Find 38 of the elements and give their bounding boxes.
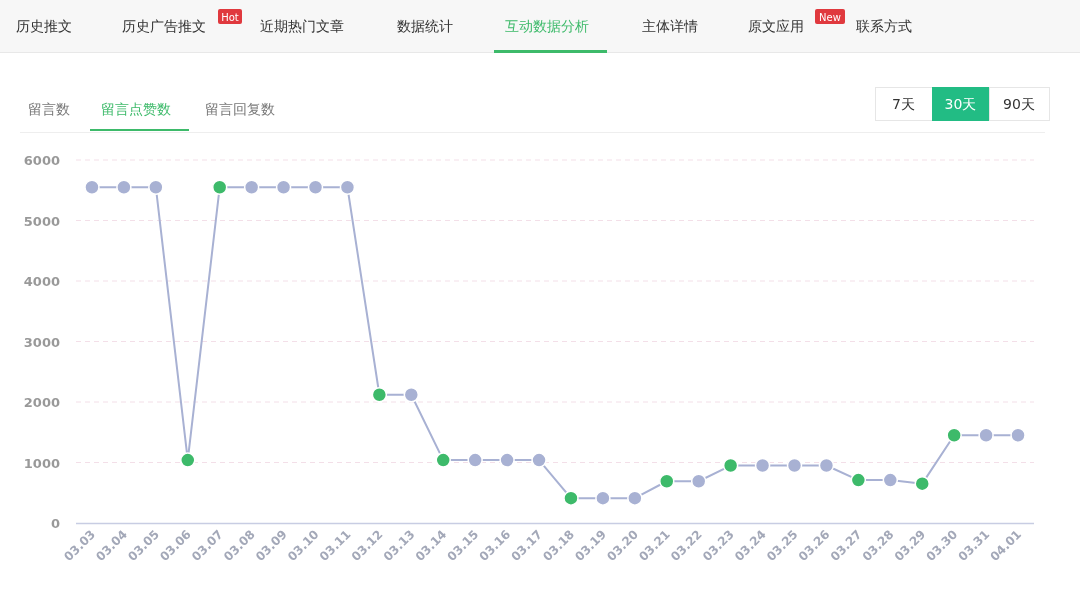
point: [978, 427, 994, 444]
point: [339, 179, 356, 195]
y-tick-label: 2000: [23, 395, 60, 410]
point: [531, 452, 547, 468]
y-tick-label: 4000: [23, 274, 60, 289]
point: [275, 179, 292, 195]
point: [435, 452, 451, 468]
point: [116, 179, 132, 195]
point: [690, 473, 707, 490]
point: [722, 457, 739, 474]
point: [84, 179, 100, 195]
y-tick-label: 1000: [23, 455, 60, 471]
point: [946, 427, 962, 444]
point: [659, 473, 675, 490]
point: [243, 179, 260, 195]
page-tabs: 历史推文 历史广告推文 近期热门文章 数据统计 互动数据分析 主体详情 原文应用 联系方式 Hot New 留言数 留言点赞数 留言回复数 7天 30天 90天: [0, 0, 1080, 133]
point: [850, 472, 867, 488]
point: [499, 452, 515, 468]
point: [307, 179, 324, 195]
point: [180, 452, 196, 468]
y-tick-label: 5000: [23, 213, 60, 229]
point: [914, 475, 930, 492]
point: [882, 472, 899, 488]
y-tick-label: 0: [50, 516, 60, 531]
point: [627, 490, 643, 506]
point: [467, 452, 483, 468]
point: [818, 457, 835, 474]
point: [211, 179, 228, 195]
point: [403, 386, 420, 403]
point: [786, 457, 803, 474]
point: [595, 490, 611, 506]
point: [754, 457, 771, 474]
point: [148, 179, 164, 195]
point: [371, 386, 388, 403]
point: [563, 490, 579, 506]
y-tick-label: 6000: [23, 153, 60, 168]
point: [1010, 427, 1026, 444]
y-tick-label: 3000: [23, 334, 60, 350]
